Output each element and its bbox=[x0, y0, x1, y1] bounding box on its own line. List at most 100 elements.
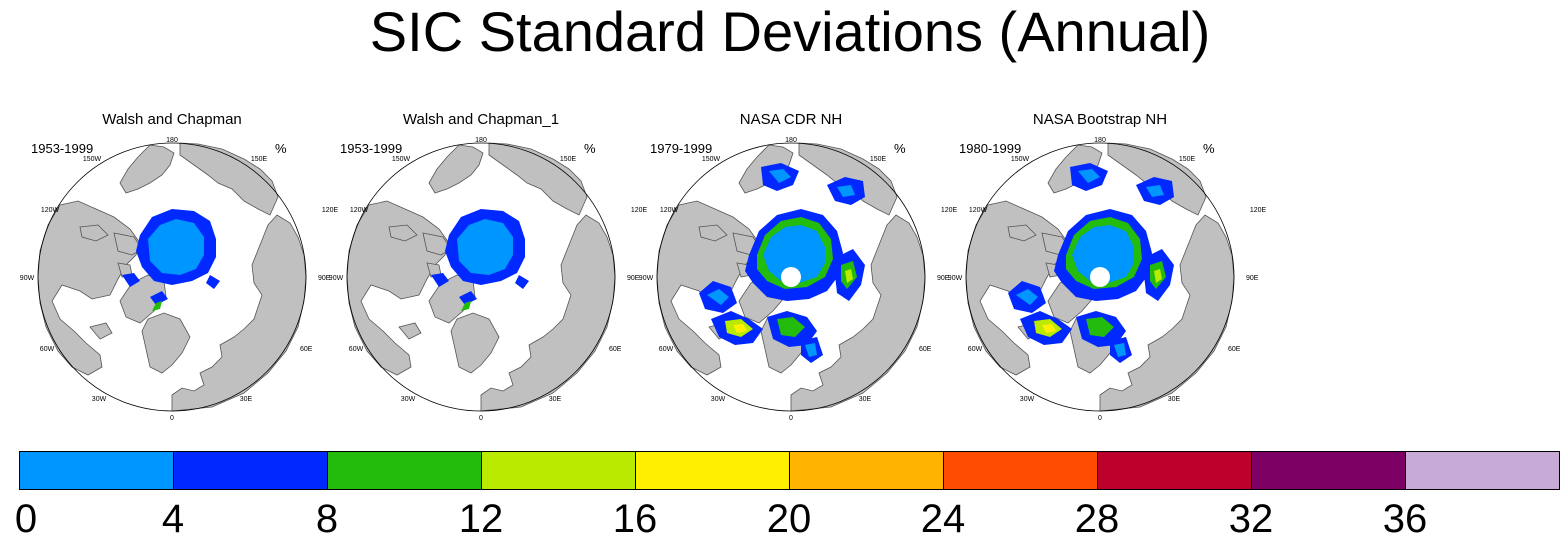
land-mass bbox=[79, 224, 109, 242]
ice-bin-4 bbox=[1078, 169, 1100, 183]
lon-label-top-left: 150W bbox=[702, 156, 721, 163]
lon-label-left-lower: 60W bbox=[349, 346, 364, 353]
colorbar-segment bbox=[19, 451, 174, 490]
colorbar-tick-label: 8 bbox=[315, 497, 339, 541]
colorbar-segment bbox=[481, 451, 636, 490]
colorbar-tick-label: 0 bbox=[14, 497, 38, 541]
lon-label-right-upper: 120E bbox=[631, 207, 648, 214]
lon-label-bottom-left: 30W bbox=[401, 396, 416, 403]
pole-hole bbox=[1090, 267, 1110, 287]
lon-label-top: 180 bbox=[475, 137, 487, 144]
sea-ice-field bbox=[431, 209, 529, 311]
lon-label-bottom: 0 bbox=[170, 415, 174, 422]
colorbar-segment bbox=[1251, 451, 1406, 490]
lon-label-left-upper: 120W bbox=[969, 207, 988, 214]
panel-years: 1979-1999 bbox=[650, 141, 713, 156]
map-panel-nasa-cdr: NASA CDR NH 1979-1999 % 180 150E 120E 90E 60… bbox=[639, 105, 958, 425]
lon-label-left-lower: 60W bbox=[968, 346, 983, 353]
land-layer bbox=[346, 142, 616, 412]
ice-bin-4 bbox=[837, 185, 855, 197]
ice-bin-4 bbox=[1114, 343, 1126, 357]
lon-label-right-upper: 120E bbox=[941, 207, 958, 214]
lon-label-left-upper: 120W bbox=[41, 207, 60, 214]
lon-label-bottom-right: 30E bbox=[1168, 396, 1181, 403]
lon-label-left: 90W bbox=[329, 275, 344, 282]
lon-label-top-right: 150E bbox=[560, 156, 577, 163]
land-mass bbox=[141, 312, 191, 374]
panel-title: NASA Bootstrap NH bbox=[1032, 111, 1168, 128]
lon-label-bottom-right: 30E bbox=[549, 396, 562, 403]
panel-years: 1953-1999 bbox=[340, 141, 403, 156]
lon-label-bottom-left: 30W bbox=[92, 396, 107, 403]
lon-label-bottom: 0 bbox=[479, 415, 483, 422]
panel-title: Walsh and Chapman bbox=[102, 111, 242, 128]
ice-bin-8 bbox=[206, 275, 220, 289]
colorbar-tick-label: 24 bbox=[920, 497, 966, 541]
lon-label-bottom: 0 bbox=[1098, 415, 1102, 422]
lon-label-left-lower: 60W bbox=[40, 346, 55, 353]
colorbar-tick-label: 28 bbox=[1074, 497, 1120, 541]
polar-map: 180 150E 120E 90E 60E 30E 0 30W 60W 90W 120W 150W bbox=[329, 137, 648, 422]
lon-label-top: 180 bbox=[166, 137, 178, 144]
map-panel-nasa-bootstrap: NASA Bootstrap NH 1980-1999 % 180 150E 120… bbox=[948, 105, 1267, 425]
colorbar-tick-label: 32 bbox=[1228, 497, 1274, 541]
colorbar-segment bbox=[789, 451, 944, 490]
ice-bin-4 bbox=[1146, 185, 1164, 197]
ice-bin-20 bbox=[733, 324, 747, 333]
polar-map: 180 150E 120E 90E 60E 30E 0 30W 60W 90W 120W 150W bbox=[20, 137, 339, 422]
land-mass bbox=[698, 224, 728, 242]
land-mass bbox=[450, 312, 500, 374]
colorbar-segment bbox=[327, 451, 482, 490]
colorbar-tick-label: 20 bbox=[766, 497, 812, 541]
land-mass bbox=[388, 224, 418, 242]
panel-title: NASA CDR NH bbox=[739, 111, 843, 128]
panel-units: % bbox=[584, 141, 596, 156]
lon-label-right-lower: 60E bbox=[609, 346, 622, 353]
colorbar-segment bbox=[173, 451, 328, 490]
map-boundary bbox=[965, 142, 1235, 412]
lon-label-bottom-left: 30W bbox=[711, 396, 726, 403]
panel-units: % bbox=[275, 141, 287, 156]
ice-bin-12 bbox=[152, 301, 162, 311]
ice-bin-8 bbox=[431, 273, 449, 287]
colorbar-tick-label: 12 bbox=[458, 497, 504, 541]
land-mass bbox=[480, 214, 616, 412]
lon-label-left-lower: 60W bbox=[659, 346, 674, 353]
lon-label-left-upper: 120W bbox=[350, 207, 369, 214]
ice-bin-20 bbox=[1042, 324, 1056, 333]
colorbar-segment bbox=[943, 451, 1098, 490]
colorbar-segment bbox=[1097, 451, 1252, 490]
land-mass bbox=[179, 142, 279, 216]
map-boundary bbox=[656, 142, 926, 412]
figure-title: SIC Standard Deviations (Annual) bbox=[369, 0, 1211, 63]
lon-label-bottom: 0 bbox=[789, 415, 793, 422]
land-layer bbox=[656, 142, 926, 412]
panel-title: Walsh and Chapman_1 bbox=[402, 111, 560, 128]
ice-bin-4 bbox=[769, 169, 791, 183]
lon-label-top-left: 150W bbox=[1011, 156, 1030, 163]
panel-years: 1980-1999 bbox=[959, 141, 1022, 156]
colorbar bbox=[19, 451, 1560, 490]
lon-label-right-lower: 60E bbox=[1228, 346, 1241, 353]
ice-bin-8 bbox=[515, 275, 529, 289]
ice-bin-8 bbox=[459, 291, 477, 305]
lon-label-right: 90E bbox=[318, 275, 331, 282]
panel-units: % bbox=[1203, 141, 1215, 156]
lon-label-left: 90W bbox=[948, 275, 963, 282]
colorbar-tick-label: 16 bbox=[612, 497, 658, 541]
land-mass bbox=[119, 144, 175, 194]
pole-hole bbox=[781, 267, 801, 287]
ice-bin-4 bbox=[457, 219, 513, 275]
land-mass bbox=[37, 200, 141, 376]
lon-label-right: 90E bbox=[1246, 275, 1259, 282]
land-mass bbox=[89, 322, 113, 340]
lon-label-bottom-right: 30E bbox=[240, 396, 253, 403]
lon-label-top-left: 150W bbox=[392, 156, 411, 163]
land-mass bbox=[171, 214, 307, 412]
land-mass bbox=[428, 144, 484, 194]
lon-label-right: 90E bbox=[627, 275, 640, 282]
map-panel-walsh-chapman: Walsh and Chapman 1953-1999 % 180 150E 120… bbox=[20, 105, 339, 425]
ice-bin-12 bbox=[461, 301, 471, 311]
colorbar-segment bbox=[1405, 451, 1560, 490]
map-boundary bbox=[346, 142, 616, 412]
